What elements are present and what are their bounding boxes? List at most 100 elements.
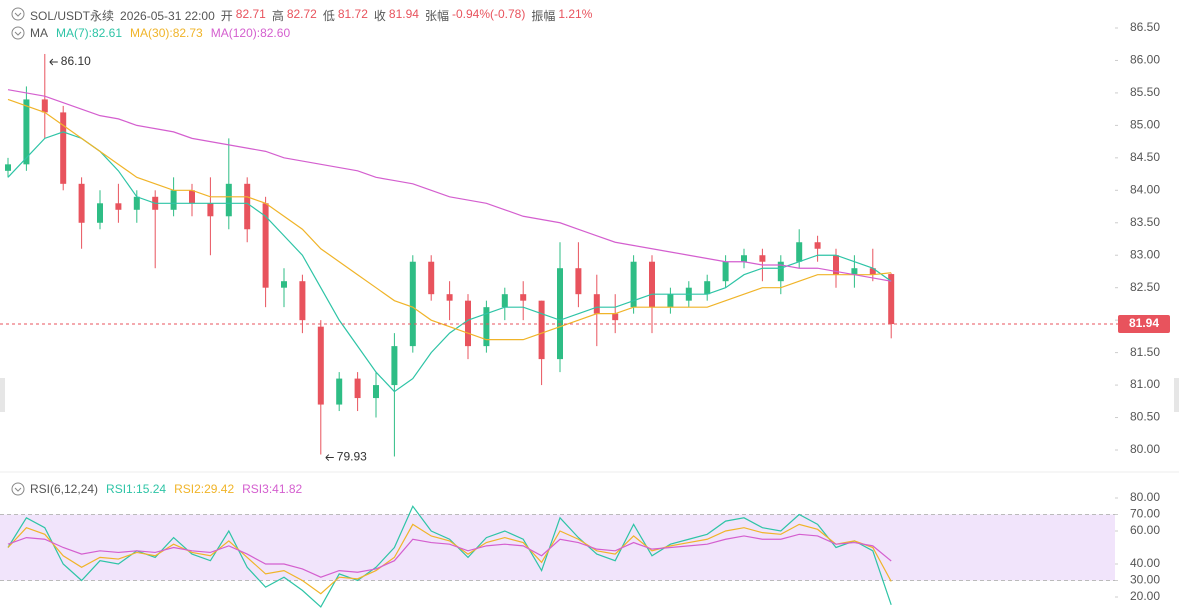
candle-body — [409, 261, 416, 347]
candle-body — [575, 268, 582, 295]
candle-body — [281, 281, 287, 288]
legend-entry: RSI1:15.24 — [106, 482, 167, 496]
candle-body — [115, 203, 122, 210]
side-handle[interactable] — [1174, 378, 1179, 412]
field-label: 开 — [220, 9, 233, 23]
rsi-legend: RSI(6,12,24) RSI1:15.24 RSI2:29.42 RSI3:41… — [30, 482, 302, 496]
header: SOL/USDT永续 2026-05-31 22:00 开 82.71 高 82.72… — [30, 7, 592, 24]
candle-body — [483, 307, 490, 347]
field-label: 收 — [373, 9, 386, 23]
field: 低 81.72 — [323, 7, 368, 24]
y-tick-label: 81.50 — [1130, 345, 1160, 359]
field: 高 82.72 — [272, 7, 317, 24]
candle-body — [41, 99, 48, 113]
field: 开 82.71 — [221, 7, 266, 24]
legend-entry: RSI3:41.82 — [242, 482, 303, 496]
candle-body — [373, 385, 379, 399]
candle-body — [649, 261, 655, 308]
y-tick-label: 85.00 — [1130, 118, 1160, 132]
y-tick-label: 84.50 — [1130, 150, 1160, 164]
candle-body — [593, 294, 600, 314]
field-value: -0.94%(-0.78) — [451, 7, 526, 21]
y-tick-label: 30.00 — [1130, 573, 1160, 587]
field-value: 82.71 — [235, 7, 266, 21]
legend-entry: MA(7):82.61 — [56, 26, 123, 40]
field-label: 张幅 — [424, 9, 449, 23]
candle-body — [501, 294, 508, 308]
indicator-line — [7, 98, 892, 341]
candle-body — [722, 261, 729, 282]
indicator-line — [7, 89, 892, 282]
collapse-icon[interactable] — [11, 26, 25, 40]
candle-body — [60, 112, 67, 184]
candle-body — [97, 203, 103, 223]
y-tick-label: 83.00 — [1130, 247, 1160, 261]
candle-body — [207, 203, 214, 217]
legend-entry: MA(30):82.73 — [130, 26, 203, 40]
indicator-line — [7, 131, 892, 393]
y-tick-label: 20.00 — [1130, 589, 1160, 603]
chevron — [14, 487, 22, 492]
legend-entry: RSI2:29.42 — [174, 482, 235, 496]
annotation-arrow — [325, 454, 334, 461]
y-tick-label: 80.50 — [1130, 410, 1160, 424]
candle-body — [446, 294, 453, 301]
candle-body — [704, 281, 711, 295]
candle-body — [244, 183, 251, 230]
candle-body — [520, 294, 527, 301]
y-tick-label: 85.50 — [1130, 85, 1160, 99]
candle-body — [133, 196, 140, 210]
candle-body — [741, 255, 747, 262]
field-label: 振幅 — [531, 9, 556, 23]
chevron — [14, 12, 22, 17]
last-price-label: 81.94 — [1129, 316, 1159, 330]
candle-body — [538, 300, 545, 360]
candle-body — [851, 268, 858, 275]
candle-body — [869, 268, 876, 275]
y-tick-label: 86.00 — [1130, 53, 1160, 67]
candle-body — [189, 190, 195, 204]
field-value: 81.72 — [337, 7, 368, 21]
candle-body — [225, 183, 232, 217]
side-handle[interactable] — [0, 378, 5, 412]
time: 2026-05-31 22:00 — [120, 8, 215, 23]
candle-body — [667, 294, 674, 308]
indicator-line — [7, 533, 892, 578]
candle-body — [336, 378, 343, 405]
candle-body — [78, 183, 85, 223]
collapse-icon[interactable] — [11, 7, 25, 21]
chevron — [14, 31, 22, 36]
y-tick-label: 80.00 — [1130, 490, 1160, 504]
indicator-line — [7, 523, 892, 595]
candle-body — [391, 346, 398, 386]
y-tick-label: 86.50 — [1130, 20, 1160, 34]
y-tick-label: 81.00 — [1130, 377, 1160, 391]
y-tick-label: 60.00 — [1130, 523, 1160, 537]
y-tick-label: 40.00 — [1130, 556, 1160, 570]
annotation-label: 86.10 — [61, 54, 91, 68]
field-value: 1.21% — [558, 7, 593, 21]
candle-body — [354, 378, 361, 399]
y-tick-label: 80.00 — [1130, 442, 1160, 456]
y-tick-label: 84.00 — [1130, 182, 1160, 196]
candle-body — [796, 242, 803, 262]
annotation-label: 79.93 — [337, 450, 367, 464]
legend-entry: MA(120):82.60 — [210, 26, 291, 40]
collapse-icon[interactable] — [11, 482, 25, 496]
candle-body — [777, 261, 784, 282]
candle-body — [23, 99, 30, 165]
candle-body — [262, 203, 269, 288]
field-label: 低 — [322, 9, 335, 23]
y-tick-label: 83.50 — [1130, 215, 1160, 229]
candle-body — [888, 274, 895, 325]
candle-body — [299, 281, 306, 321]
indicator-name: MA — [30, 26, 48, 40]
candle-body — [833, 255, 839, 275]
candle-body — [170, 190, 177, 210]
field-label: 高 — [271, 9, 284, 23]
ma-legend: MA MA(7):82.61 MA(30):82.73 MA(120):82.60 — [30, 26, 290, 40]
indicator-line — [7, 505, 892, 608]
indicator-name: RSI(6,12,24) — [30, 482, 99, 496]
